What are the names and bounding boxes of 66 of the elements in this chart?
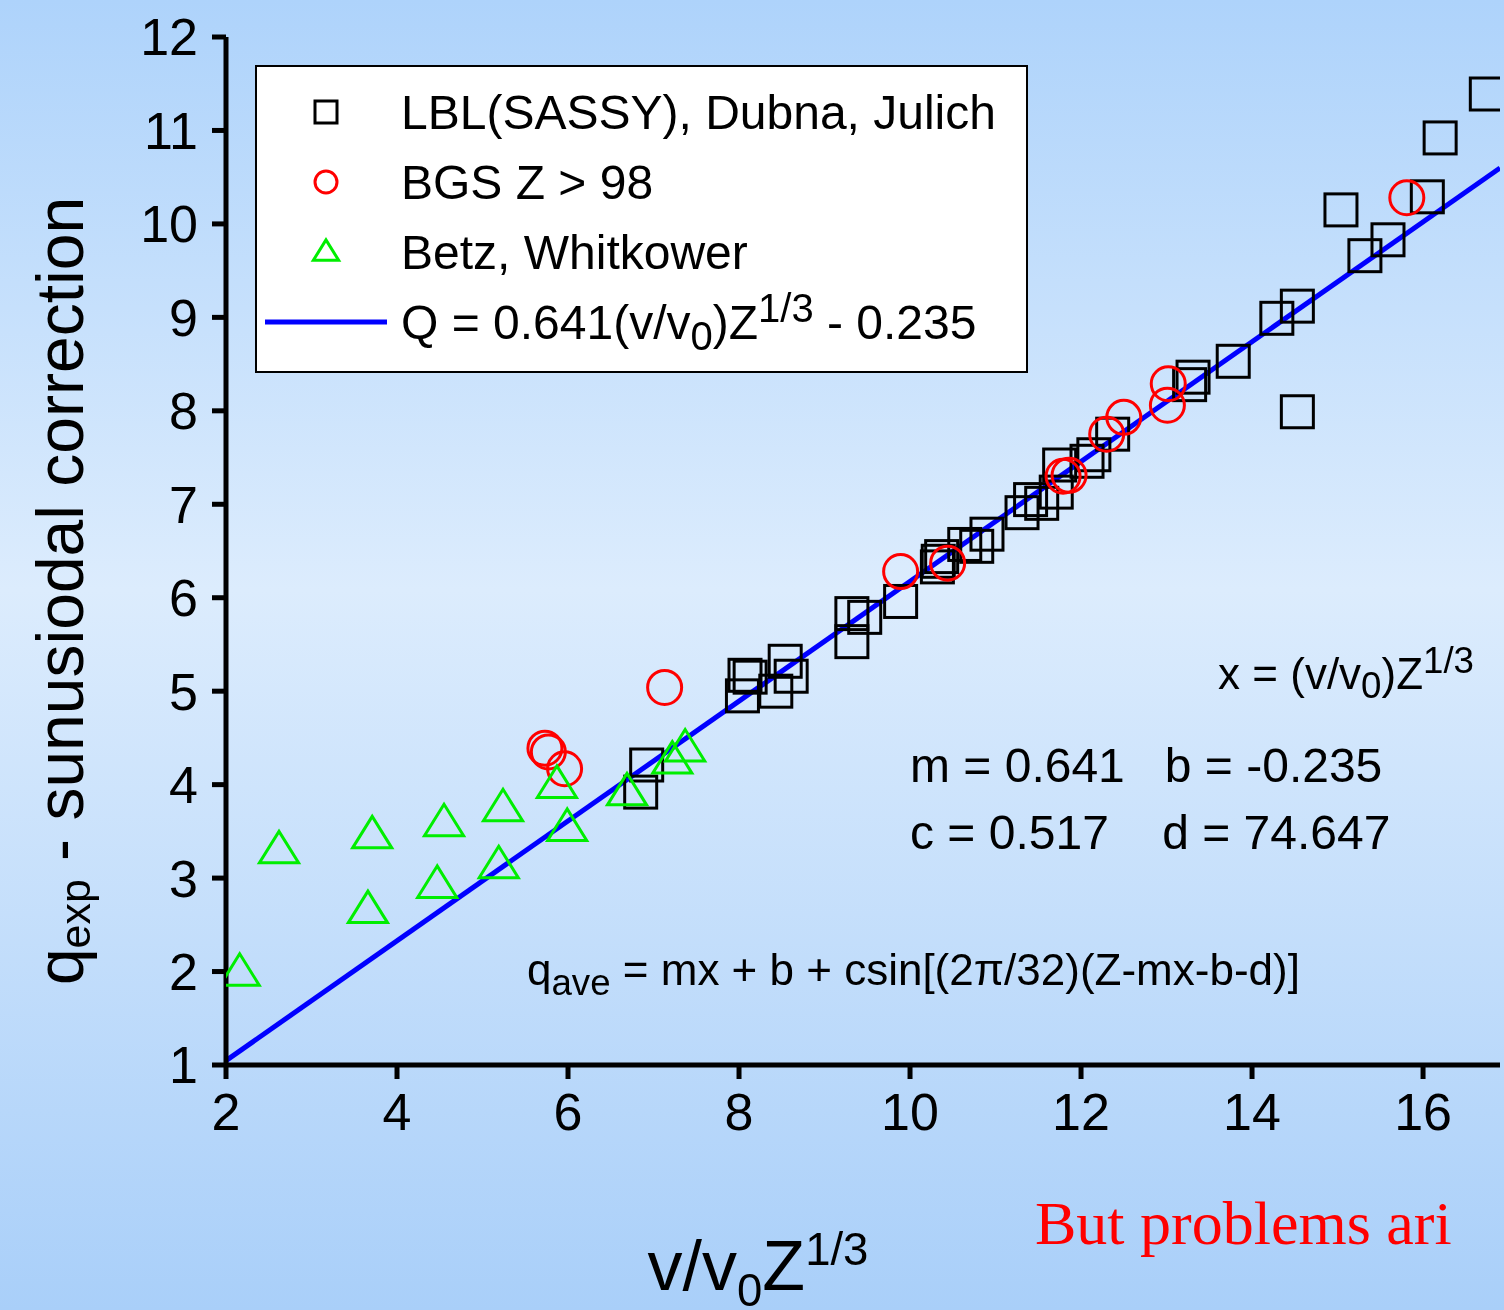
x-tick-label: 8 [724,1082,754,1141]
legend-label: LBL(SASSY), Dubna, Julich [401,84,996,140]
y-tick-label: 2 [169,943,198,1002]
point [959,528,995,564]
legend-label: Betz, Whitkower [401,224,748,280]
y-tick-label: 12 [140,8,198,67]
point [1088,415,1126,453]
point [546,750,584,788]
y-tick-label: 8 [169,382,198,441]
x-tick-label: 14 [1223,1082,1281,1141]
point [1215,343,1251,379]
x-tick-label: 12 [1052,1082,1110,1141]
point [646,668,684,706]
point [773,658,809,694]
annotation: m = 0.641 b = -0.235 [910,738,1383,793]
point [919,549,955,585]
point [767,643,803,679]
point [1279,394,1315,430]
point [1013,482,1049,518]
point [834,596,870,632]
point [947,526,983,562]
annotation: x = (v/v$_{0}$)Z$^{1/3}$ [1218,640,1474,708]
point [758,673,794,709]
annotation: q$_{ave}$ = mx + b + csin[(2π/32)(Z-mx-b-d)] [527,945,1300,1004]
x-tick-label: 16 [1394,1082,1452,1141]
y-tick-label: 7 [169,475,198,534]
point [834,624,870,660]
y-tick-label: 6 [169,569,198,628]
y-tick-label: 11 [144,101,198,160]
point [882,553,920,591]
y-tick-label: 10 [140,195,198,254]
point [1409,179,1445,215]
point [1050,456,1088,494]
x-axis-title: v/v$_{0}$Z$^{1/3}$ [647,1223,869,1310]
text: But problems ari [1035,1188,1452,1259]
point [883,583,919,619]
point [1259,300,1295,336]
legend-label: BGS Z > 98 [401,154,654,210]
point [1149,365,1187,403]
point [724,678,760,714]
point [1038,474,1074,510]
point [1323,192,1359,228]
point [1347,238,1383,274]
point [1422,120,1458,156]
point [1004,495,1040,531]
point [929,544,967,582]
y-tick-label: 1 [169,1036,198,1095]
point [1105,398,1143,436]
point [1044,457,1082,495]
legend-label: Q = 0.641(v/v$_{0}$)Z$^{1/3}$ - 0.235 [401,285,977,359]
point [1024,485,1060,521]
point [969,516,1005,552]
x-tick-label: 10 [881,1082,939,1141]
annotation: c = 0.517 d = 74.647 [910,805,1391,860]
point [1148,386,1186,424]
point [847,599,883,635]
y-tick-label: 4 [169,756,198,815]
y-tick-label: 5 [169,662,198,721]
point [1279,288,1315,324]
point [1388,179,1426,217]
x-tick-label: 2 [211,1082,241,1141]
y-tick-label: 9 [169,288,198,347]
point [1370,222,1406,258]
y-tick-label: 3 [169,849,198,908]
x-tick-label: 4 [382,1082,412,1141]
x-tick-label: 6 [553,1082,583,1141]
